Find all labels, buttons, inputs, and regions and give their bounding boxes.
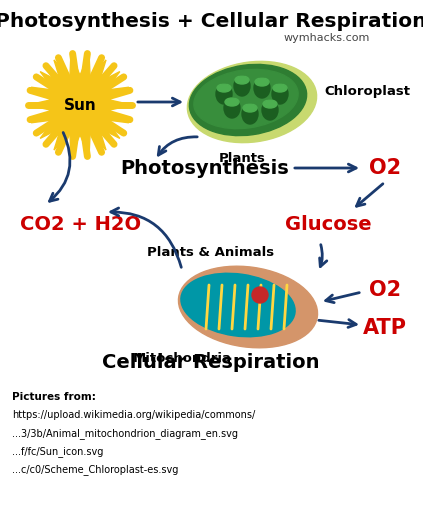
Text: ...3/3b/Animal_mitochondrion_diagram_en.svg: ...3/3b/Animal_mitochondrion_diagram_en.… bbox=[12, 428, 238, 439]
Ellipse shape bbox=[225, 98, 239, 106]
Text: Pictures from:: Pictures from: bbox=[12, 392, 96, 402]
Text: wymhacks.com: wymhacks.com bbox=[284, 33, 370, 43]
Text: Sun: Sun bbox=[63, 98, 96, 112]
Ellipse shape bbox=[254, 78, 270, 98]
Ellipse shape bbox=[273, 84, 287, 92]
Text: Cellular Respiration: Cellular Respiration bbox=[102, 353, 320, 371]
Ellipse shape bbox=[262, 100, 278, 120]
Text: ...f/fc/Sun_icon.svg: ...f/fc/Sun_icon.svg bbox=[12, 446, 103, 457]
Circle shape bbox=[252, 287, 268, 303]
Text: Chloroplast: Chloroplast bbox=[324, 85, 410, 98]
Ellipse shape bbox=[216, 84, 232, 104]
Ellipse shape bbox=[272, 84, 288, 104]
Text: Photosynthesis + Cellular Respiration: Photosynthesis + Cellular Respiration bbox=[0, 12, 423, 31]
Polygon shape bbox=[28, 54, 132, 156]
Ellipse shape bbox=[234, 76, 250, 96]
Ellipse shape bbox=[255, 78, 269, 86]
Text: Plants & Animals: Plants & Animals bbox=[148, 245, 275, 258]
Ellipse shape bbox=[187, 61, 316, 142]
Ellipse shape bbox=[263, 100, 277, 108]
Text: O2: O2 bbox=[369, 280, 401, 300]
Text: Mitochondria: Mitochondria bbox=[133, 352, 232, 365]
Ellipse shape bbox=[235, 76, 249, 84]
Text: Plants: Plants bbox=[219, 152, 266, 165]
Ellipse shape bbox=[194, 69, 298, 128]
Text: Glucose: Glucose bbox=[285, 215, 372, 235]
Ellipse shape bbox=[179, 266, 318, 348]
Text: https://upload.wikimedia.org/wikipedia/commons/: https://upload.wikimedia.org/wikipedia/c… bbox=[12, 410, 255, 420]
Text: CO2 + H2O: CO2 + H2O bbox=[20, 215, 141, 235]
Text: O2: O2 bbox=[369, 158, 401, 178]
Ellipse shape bbox=[181, 274, 295, 337]
Ellipse shape bbox=[217, 84, 231, 92]
Ellipse shape bbox=[190, 64, 307, 136]
Ellipse shape bbox=[224, 98, 240, 118]
Text: Photosynthesis: Photosynthesis bbox=[121, 159, 289, 177]
Text: ATP: ATP bbox=[363, 318, 407, 338]
Ellipse shape bbox=[242, 104, 258, 124]
Ellipse shape bbox=[243, 104, 257, 112]
Circle shape bbox=[50, 75, 110, 135]
Text: ...c/c0/Scheme_Chloroplast-es.svg: ...c/c0/Scheme_Chloroplast-es.svg bbox=[12, 464, 179, 475]
